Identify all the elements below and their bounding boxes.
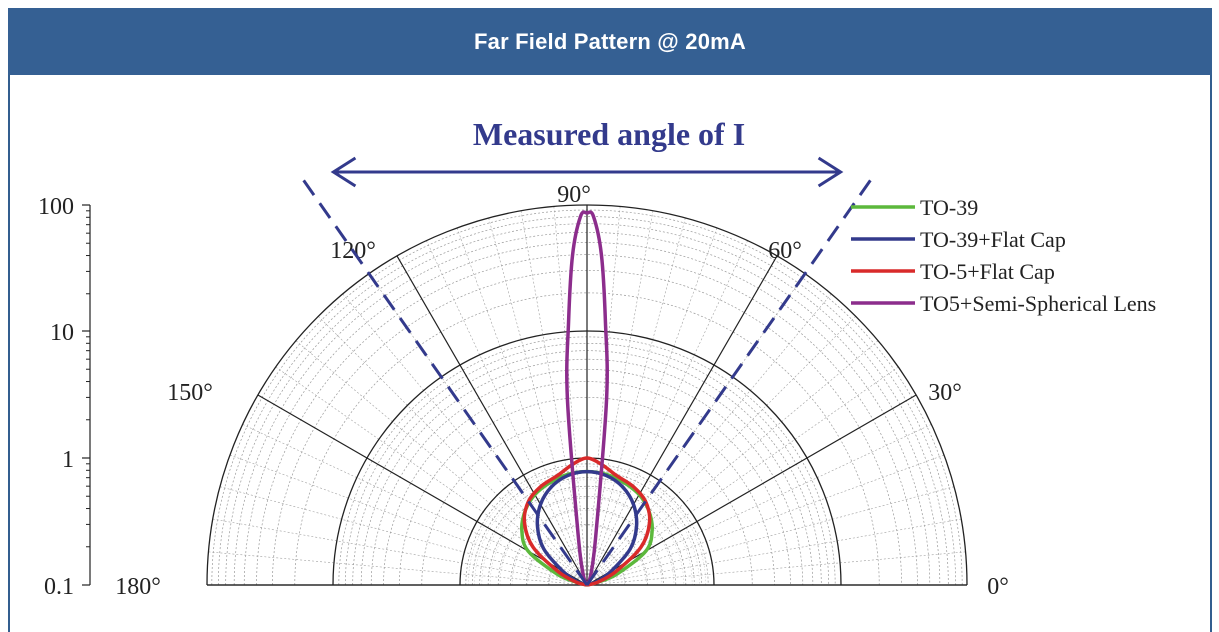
legend-label-3: TO5+Semi-Spherical Lens — [920, 291, 1156, 316]
minor-spoke — [596, 486, 955, 583]
minor-spoke — [242, 424, 579, 582]
minor-spoke — [275, 366, 579, 580]
minor-spoke — [295, 340, 580, 579]
minor-spoke — [588, 210, 654, 576]
annotation-arrow-right-head — [817, 156, 844, 188]
minor-ring — [243, 241, 931, 586]
minor-ring — [510, 508, 664, 586]
major-spoke — [586, 255, 778, 586]
minor-spoke — [553, 206, 587, 576]
annotation-arrow-left-head — [330, 156, 357, 188]
legend-label-2: TO-5+Flat Cap — [920, 259, 1055, 284]
angle-tick-label: 150° — [167, 380, 213, 406]
chart-header: Far Field Pattern @ 20mA — [8, 8, 1212, 75]
angle-tick-label: 90° — [557, 182, 591, 208]
minor-spoke — [520, 210, 586, 576]
minor-ring — [465, 463, 709, 586]
series-curve-2 — [522, 456, 652, 587]
radial-axis: 100 10 1 0.1 — [38, 194, 91, 600]
legend-label-0: TO-39 — [920, 195, 978, 220]
angle-labels: 0°30°60°90°120°150°180° — [115, 182, 1009, 600]
angle-tick-label: 180° — [115, 574, 161, 600]
minor-ring — [370, 368, 804, 586]
minor-spoke — [596, 454, 945, 582]
chart-frame — [8, 8, 1212, 632]
header-title: Far Field Pattern @ 20mA — [474, 28, 746, 54]
minor-ring — [344, 343, 830, 586]
angle-tick-label: 0° — [987, 574, 1009, 600]
minor-ring — [497, 496, 677, 586]
legend: TO-39 TO-39+Flat Cap TO-5+Flat Cap TO5+Semi… — [851, 195, 1156, 316]
radial-tick-label: 100 — [38, 194, 74, 220]
minor-spoke — [593, 293, 832, 578]
chart-title: Measured angle of I — [473, 116, 745, 152]
series-layer — [520, 210, 654, 587]
series-curve-3 — [565, 210, 609, 586]
minor-ring — [294, 292, 880, 586]
minor-ring — [225, 223, 949, 586]
minor-spoke — [593, 316, 856, 579]
minor-spoke — [229, 454, 578, 582]
minor-spoke — [208, 551, 578, 585]
minor-spoke — [596, 551, 966, 585]
minor-ring — [352, 350, 822, 586]
minor-spoke — [590, 227, 718, 576]
minor-spoke — [456, 227, 584, 576]
legend-label-1: TO-39+Flat Cap — [920, 227, 1066, 252]
radial-tick-label: 1 — [62, 447, 74, 473]
minor-ring — [471, 470, 703, 586]
minor-spoke — [595, 424, 932, 582]
minor-spoke — [596, 518, 962, 584]
minor-spoke — [318, 316, 581, 579]
minor-spoke — [594, 340, 879, 579]
major-spoke — [396, 255, 588, 586]
minor-ring — [360, 358, 814, 586]
minor-ring — [499, 497, 675, 586]
series-curve-1 — [535, 469, 639, 587]
minor-ring — [511, 510, 663, 586]
minor-spoke — [595, 366, 899, 580]
radial-tick-label: 10 — [50, 320, 74, 346]
minor-spoke — [590, 240, 748, 577]
polar-major-grid — [206, 204, 968, 586]
radial-tick-label: 0.1 — [44, 574, 74, 600]
minor-spoke — [587, 206, 621, 576]
angle-tick-label: 30° — [928, 380, 962, 406]
minor-spoke — [589, 217, 686, 576]
measured-angle-annotation — [298, 156, 876, 586]
minor-ring — [383, 381, 791, 586]
minor-spoke — [219, 486, 578, 583]
minor-spoke — [488, 217, 585, 576]
minor-spoke — [212, 518, 578, 584]
angle-tick-label: 60° — [768, 238, 802, 264]
minor-spoke — [426, 240, 584, 577]
minor-spoke — [342, 293, 581, 578]
